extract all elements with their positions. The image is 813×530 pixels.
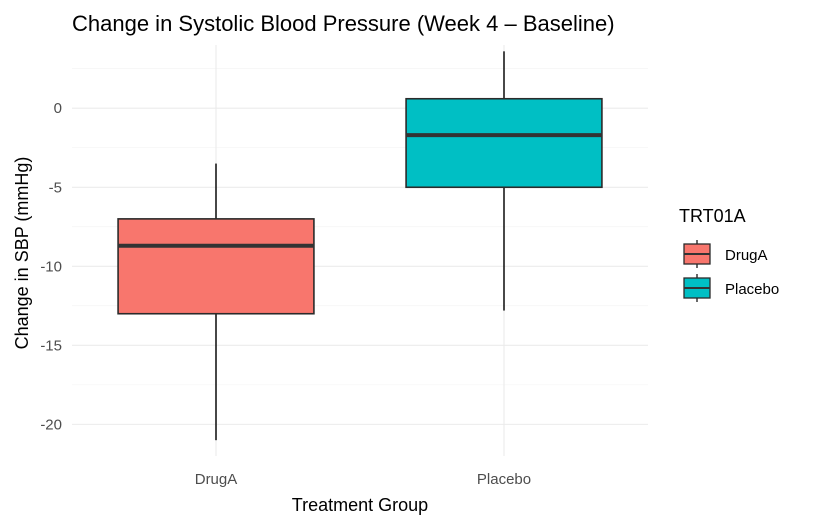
chart-title: Change in Systolic Blood Pressure (Week …: [72, 11, 615, 36]
box-druga: [117, 163, 315, 441]
x-axis-title: Treatment Group: [292, 495, 428, 515]
box-body: [117, 218, 315, 315]
y-axis-title: Change in SBP (mmHg): [12, 157, 32, 350]
legend: TRT01A DrugA Placebo: [679, 206, 779, 302]
box-body: [405, 97, 603, 189]
y-tick-label: -15: [40, 337, 62, 354]
y-tick-label: -5: [49, 179, 62, 196]
y-tick-label: 0: [54, 100, 62, 117]
y-tick-label: -20: [40, 416, 62, 433]
legend-items: DrugA Placebo: [683, 240, 779, 302]
y-tick-label: -10: [40, 258, 62, 275]
y-axis-ticks: 0 -5 -10 -15 -20: [40, 100, 62, 433]
legend-title: TRT01A: [679, 206, 746, 226]
box-placebo: [405, 51, 603, 311]
x-tick-label: DrugA: [195, 471, 238, 488]
legend-item-placebo: Placebo: [683, 274, 779, 302]
legend-label: DrugA: [725, 247, 768, 264]
legend-label: Placebo: [725, 281, 779, 298]
boxes: [117, 51, 603, 441]
x-axis-ticks: DrugA Placebo: [195, 471, 531, 488]
legend-item-druga: DrugA: [683, 240, 768, 268]
x-tick-label: Placebo: [477, 471, 531, 488]
